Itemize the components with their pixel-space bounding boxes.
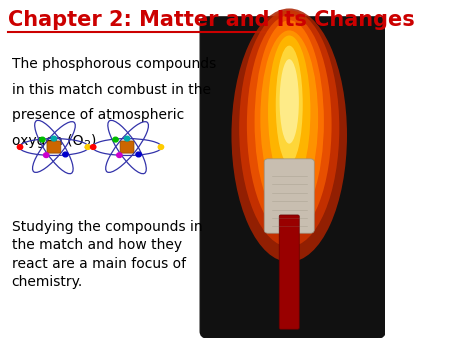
Circle shape [90, 145, 96, 149]
Text: The phosphorous compounds: The phosphorous compounds [12, 57, 216, 71]
Ellipse shape [279, 59, 299, 144]
Ellipse shape [231, 8, 347, 262]
FancyBboxPatch shape [120, 141, 134, 153]
Text: presence of atmospheric: presence of atmospheric [12, 108, 184, 122]
Ellipse shape [255, 20, 324, 223]
Ellipse shape [247, 15, 332, 235]
Circle shape [51, 136, 57, 141]
Circle shape [44, 153, 49, 158]
Ellipse shape [261, 30, 318, 206]
Circle shape [113, 137, 118, 142]
Text: in this match combust in the: in this match combust in the [12, 83, 211, 97]
Circle shape [158, 145, 164, 149]
FancyBboxPatch shape [47, 141, 61, 153]
Text: oxygen (O: oxygen (O [12, 134, 83, 147]
FancyBboxPatch shape [264, 159, 314, 233]
Circle shape [117, 153, 122, 158]
Circle shape [18, 145, 22, 149]
Ellipse shape [239, 10, 339, 247]
Ellipse shape [268, 35, 310, 188]
Circle shape [124, 136, 130, 141]
Circle shape [63, 152, 68, 157]
Text: Chapter 2: Matter and Its Changes: Chapter 2: Matter and Its Changes [8, 10, 414, 30]
FancyBboxPatch shape [279, 215, 299, 329]
Circle shape [136, 152, 141, 157]
Ellipse shape [276, 46, 303, 164]
Circle shape [85, 145, 90, 149]
Text: Studying the compounds in
the match and how they
react are a main focus of
chemi: Studying the compounds in the match and … [12, 220, 202, 289]
Circle shape [40, 137, 45, 142]
Text: 2: 2 [83, 140, 90, 150]
Text: ): ) [90, 134, 96, 147]
FancyBboxPatch shape [200, 17, 385, 338]
